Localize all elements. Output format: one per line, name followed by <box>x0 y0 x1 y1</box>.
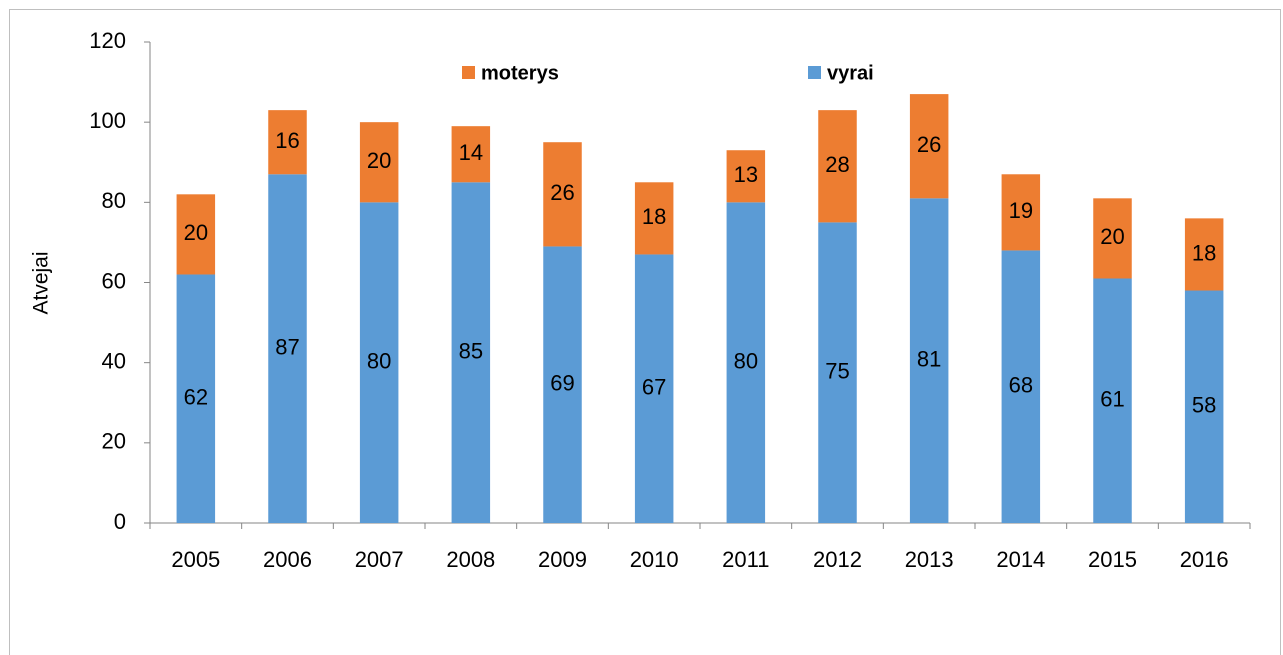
data-label: 14 <box>459 140 483 165</box>
y-tick-label: 80 <box>102 188 126 213</box>
data-label: 58 <box>1192 393 1216 418</box>
data-label: 16 <box>275 128 299 153</box>
bar-segment <box>634 254 674 524</box>
bar-segment <box>176 194 216 275</box>
data-label: 80 <box>367 348 391 373</box>
data-label: 20 <box>184 220 208 245</box>
y-tick-label: 20 <box>102 429 126 454</box>
data-label: 18 <box>1192 240 1216 265</box>
bar-segment <box>451 182 491 523</box>
bar-segment <box>543 142 582 247</box>
x-tick-label: 2005 <box>171 547 220 572</box>
chart-border <box>9 9 1281 655</box>
bar-segment <box>909 94 949 199</box>
x-tick-label: 2012 <box>813 547 862 572</box>
data-label: 26 <box>917 132 941 157</box>
data-label: 62 <box>184 385 208 410</box>
x-tick-label: 2009 <box>538 547 587 572</box>
x-tick-label: 2010 <box>630 547 679 572</box>
legend-swatch <box>462 66 475 79</box>
legend-swatch <box>808 66 821 79</box>
y-axis-label: Atvejai <box>30 251 53 314</box>
bar-segment <box>1093 278 1132 523</box>
bar-segment <box>1001 250 1041 523</box>
data-label: 69 <box>550 371 574 396</box>
bar-segment <box>726 202 766 524</box>
data-label: 67 <box>642 375 666 400</box>
y-tick-label: 40 <box>102 348 126 373</box>
data-label: 13 <box>734 162 758 187</box>
bar-segment <box>909 198 949 523</box>
data-label: 19 <box>1009 198 1033 223</box>
bar-segment <box>818 110 857 223</box>
bar-segment <box>1184 290 1224 523</box>
bar-segment <box>818 222 857 523</box>
bar-segment <box>634 182 674 255</box>
data-label: 68 <box>1009 373 1033 398</box>
bar-segment <box>268 174 307 523</box>
x-tick-label: 2011 <box>722 547 769 572</box>
y-tick-label: 100 <box>89 108 126 133</box>
x-tick-label: 2008 <box>446 547 495 572</box>
bar-segment <box>1184 218 1224 291</box>
x-tick-label: 2016 <box>1180 547 1229 572</box>
data-label: 75 <box>825 359 849 384</box>
data-label: 80 <box>734 348 758 373</box>
y-tick-label: 0 <box>114 509 126 534</box>
bar-segment <box>451 126 491 183</box>
data-label: 81 <box>917 346 941 371</box>
legend-label: moterys <box>481 62 559 84</box>
bar-segment <box>1093 198 1132 279</box>
bar-segment <box>268 110 307 175</box>
bar-segment <box>359 202 399 524</box>
x-tick-label: 2006 <box>263 547 312 572</box>
bar-segment <box>543 246 582 524</box>
bar-segment <box>726 150 766 203</box>
data-label: 20 <box>367 148 391 173</box>
x-tick-label: 2007 <box>355 547 404 572</box>
bar-segment <box>359 122 399 203</box>
data-label: 61 <box>1100 387 1124 412</box>
data-label: 87 <box>275 334 299 359</box>
y-tick-label: 60 <box>102 268 126 293</box>
data-label: 85 <box>459 338 483 363</box>
data-label: 20 <box>1100 224 1124 249</box>
data-label: 26 <box>550 180 574 205</box>
bar-segment <box>1001 174 1041 251</box>
x-tick-label: 2014 <box>996 547 1045 572</box>
x-tick-label: 2013 <box>905 547 954 572</box>
x-tick-label: 2015 <box>1088 547 1137 572</box>
legend-label: vyrai <box>827 62 874 84</box>
data-label: 18 <box>642 204 666 229</box>
y-tick-label: 120 <box>89 28 126 53</box>
bar-segment <box>176 274 216 523</box>
data-label: 28 <box>825 152 849 177</box>
